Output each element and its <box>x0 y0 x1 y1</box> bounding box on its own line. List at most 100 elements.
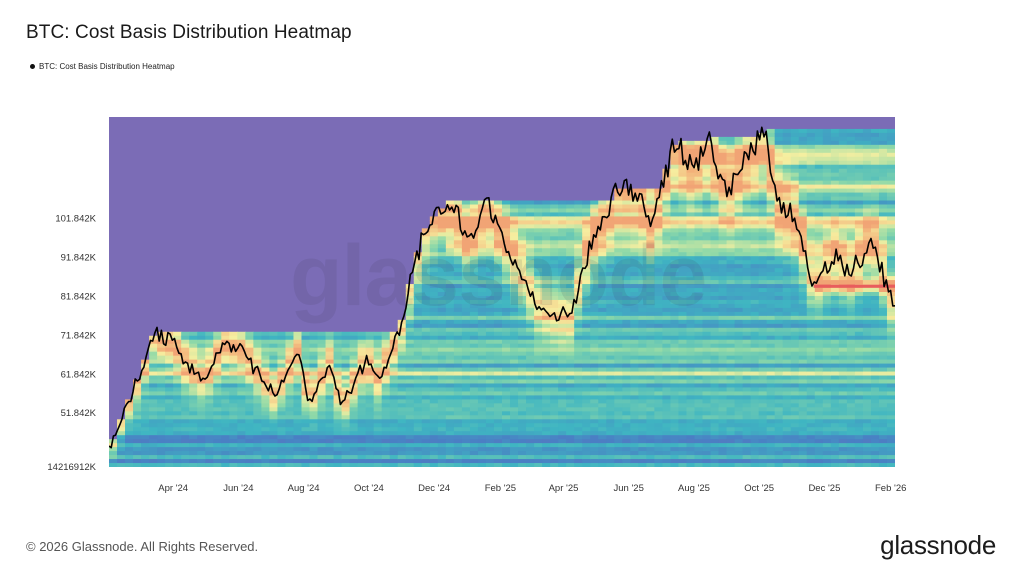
heatmap-cell <box>670 192 680 198</box>
heatmap-cell <box>405 459 415 464</box>
heatmap-cell <box>710 363 720 369</box>
heatmap-cell <box>686 407 696 412</box>
heatmap-cell <box>526 284 535 289</box>
heatmap-cell <box>510 331 519 337</box>
heatmap-cell <box>397 427 407 432</box>
heatmap-cell <box>421 276 431 281</box>
heatmap-cell <box>149 347 158 353</box>
heatmap-cell <box>550 395 559 400</box>
heatmap-cell <box>445 343 455 349</box>
heatmap-cell <box>341 375 351 381</box>
heatmap-cell <box>461 303 471 309</box>
heatmap-cell <box>205 395 214 400</box>
heatmap-cell <box>461 315 471 321</box>
heatmap-cell <box>638 359 647 365</box>
heatmap-cell <box>790 236 800 241</box>
heatmap-cell <box>526 335 535 341</box>
heatmap-cell <box>550 371 559 377</box>
heatmap-cell <box>766 447 776 452</box>
heatmap-cell <box>477 327 487 333</box>
heatmap-cell <box>141 459 150 464</box>
heatmap-cell <box>686 196 696 202</box>
heatmap-cell <box>534 280 543 285</box>
heatmap-cell <box>702 188 712 194</box>
heatmap-cell <box>614 311 623 317</box>
heatmap-cell <box>445 339 455 345</box>
heatmap-cell <box>558 331 567 337</box>
heatmap-cell <box>526 407 535 412</box>
heatmap-cell <box>245 435 254 440</box>
heatmap-cell <box>429 431 439 436</box>
heatmap-cell <box>590 260 599 265</box>
heatmap-cell <box>726 439 736 444</box>
heatmap-cell <box>117 451 126 456</box>
heatmap-cell <box>213 463 222 467</box>
heatmap-cell <box>437 268 447 273</box>
heatmap-cell <box>702 212 712 218</box>
heatmap-cell <box>614 459 623 464</box>
heatmap-cell <box>485 224 495 229</box>
heatmap-cell <box>774 172 784 178</box>
heatmap-cell <box>333 419 343 424</box>
heatmap-cell <box>718 272 728 277</box>
heatmap-cell <box>718 403 728 408</box>
heatmap-cell <box>277 363 287 369</box>
heatmap-cell <box>189 351 198 357</box>
heatmap-cell <box>413 387 423 393</box>
heatmap-cell <box>269 423 279 428</box>
heatmap-cell <box>181 347 190 353</box>
heatmap-cell <box>574 327 583 333</box>
heatmap-cell <box>477 423 487 428</box>
heatmap-cell <box>469 315 479 321</box>
heatmap-cell <box>766 395 776 400</box>
heatmap-cell <box>614 395 623 400</box>
heatmap-cell <box>333 391 343 397</box>
heatmap-cell <box>485 383 495 389</box>
heatmap-cell <box>806 331 816 337</box>
chart-legend[interactable]: BTC: Cost Basis Distribution Heatmap <box>30 62 175 71</box>
heatmap-cell <box>429 327 439 333</box>
heatmap-cell <box>726 228 736 233</box>
heatmap-cell <box>229 403 238 408</box>
heatmap-cell <box>734 228 744 233</box>
heatmap-cell <box>798 335 808 341</box>
heatmap-cell <box>598 387 607 393</box>
heatmap-cell <box>670 156 680 162</box>
heatmap-cell <box>534 399 543 404</box>
heatmap-cell <box>630 315 639 321</box>
heatmap-cell <box>726 359 736 365</box>
heatmap-cell <box>774 252 784 257</box>
heatmap-cell <box>710 355 720 361</box>
heatmap-cell <box>389 355 399 361</box>
heatmap-cell <box>526 319 535 325</box>
heatmap-cell <box>782 184 792 190</box>
heatmap-cell <box>638 351 647 357</box>
heatmap-cell <box>261 439 271 444</box>
heatmap-cell <box>598 375 607 381</box>
heatmap-cell <box>622 447 631 452</box>
heatmap-cell <box>782 383 792 389</box>
heatmap-cell <box>526 387 535 393</box>
heatmap-cell <box>798 387 808 393</box>
heatmap-cell <box>574 443 583 448</box>
heatmap-cell <box>534 339 543 345</box>
heatmap-cell <box>301 403 311 408</box>
heatmap-cell <box>493 415 503 420</box>
heatmap-cell <box>598 295 607 301</box>
heatmap-cell <box>189 359 198 365</box>
heatmap-cell <box>782 216 792 222</box>
heatmap-cell <box>421 455 431 460</box>
heatmap-cell <box>485 335 495 341</box>
heatmap-cell <box>277 351 287 357</box>
heatmap-cell <box>485 355 495 361</box>
heatmap-cell <box>758 311 768 317</box>
heatmap-cell <box>469 216 479 222</box>
heatmap-cell <box>782 236 792 241</box>
heatmap-cell <box>357 403 367 408</box>
heatmap-cell <box>437 407 447 412</box>
heatmap-cell <box>317 343 327 349</box>
heatmap-cell <box>574 427 583 432</box>
heatmap-cell <box>518 319 527 325</box>
heatmap-cell <box>726 451 736 456</box>
